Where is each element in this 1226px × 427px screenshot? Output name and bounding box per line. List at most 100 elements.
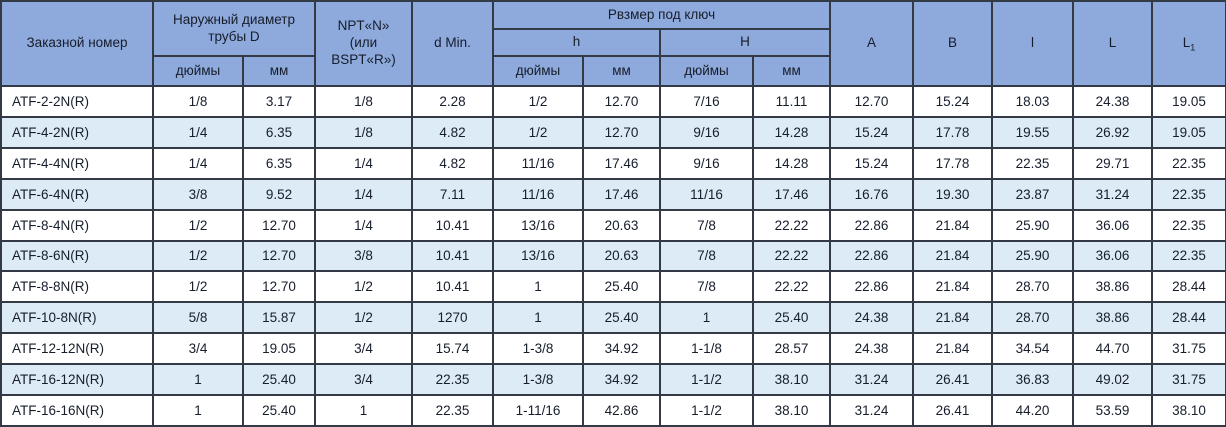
value-cell: 24.38 bbox=[1072, 85, 1154, 118]
order-number-cell: ATF-12-12N(R) bbox=[0, 332, 154, 366]
value-cell: 22.35 bbox=[411, 394, 494, 427]
value-cell: 1/4 bbox=[314, 208, 413, 242]
value-cell: 14.28 bbox=[751, 115, 832, 149]
value-cell: 1/4 bbox=[152, 115, 244, 149]
value-cell: 1/2 bbox=[314, 270, 413, 304]
value-cell: 10.41 bbox=[411, 270, 494, 304]
value-cell: 3/8 bbox=[152, 177, 244, 211]
col-header-h-mm: мм bbox=[582, 55, 661, 87]
col-header-d-inches: дюймы bbox=[152, 55, 244, 87]
value-cell: 23.87 bbox=[991, 177, 1075, 211]
value-cell: 7/16 bbox=[659, 85, 754, 118]
value-cell: 11.11 bbox=[751, 85, 832, 118]
col-header-h-inches: дюймы bbox=[492, 55, 584, 87]
value-cell: 4.82 bbox=[411, 146, 494, 180]
value-cell: 22.22 bbox=[751, 208, 832, 242]
value-cell: 31.24 bbox=[829, 394, 915, 427]
value-cell: 7.11 bbox=[411, 177, 494, 211]
value-cell: 24.38 bbox=[829, 332, 915, 366]
table-row: ATF-10-8N(R) 5/8 15.87 1/2 1270 1 25.40 1 25.40 2… bbox=[0, 301, 1226, 335]
value-cell: 1/4 bbox=[314, 177, 413, 211]
col-header-npt-bspt: NPT«N» (или BSPT«R») bbox=[314, 0, 413, 87]
value-cell: 21.84 bbox=[912, 332, 994, 366]
table-body: ATF-2-2N(R) 1/8 3.17 1/8 2.28 1/2 12.70 7/16 11.… bbox=[0, 85, 1226, 427]
value-cell: 9/16 bbox=[659, 146, 754, 180]
value-cell: 22.35 bbox=[1151, 146, 1226, 180]
value-cell: 4.82 bbox=[411, 115, 494, 149]
table-row: ATF-6-4N(R) 3/8 9.52 1/4 7.11 11/16 17.46 11/16… bbox=[0, 177, 1226, 211]
col-header-d-mm: мм bbox=[242, 55, 316, 87]
value-cell: 22.22 bbox=[751, 270, 832, 304]
value-cell: 36.83 bbox=[991, 363, 1075, 397]
value-cell: 25.40 bbox=[242, 394, 316, 427]
table-row: ATF-4-4N(R) 1/4 6.35 1/4 4.82 11/16 17.46 9/16 1… bbox=[0, 146, 1226, 180]
value-cell: 18.03 bbox=[991, 85, 1075, 118]
value-cell: 26.41 bbox=[912, 363, 994, 397]
value-cell: 22.86 bbox=[829, 208, 915, 242]
value-cell: 36.06 bbox=[1072, 239, 1154, 273]
value-cell: 1/2 bbox=[314, 301, 413, 335]
order-number-cell: ATF-4-4N(R) bbox=[0, 146, 154, 180]
value-cell: 22.22 bbox=[751, 239, 832, 273]
order-number-cell: ATF-8-6N(R) bbox=[0, 239, 154, 273]
value-cell: 22.86 bbox=[829, 270, 915, 304]
value-cell: 1 bbox=[152, 363, 244, 397]
value-cell: 38.86 bbox=[1072, 301, 1154, 335]
value-cell: 11/16 bbox=[492, 146, 584, 180]
value-cell: 38.10 bbox=[1151, 394, 1226, 427]
value-cell: 11/16 bbox=[659, 177, 754, 211]
col-header-d-min: d Min. bbox=[411, 0, 494, 87]
value-cell: 1/4 bbox=[152, 146, 244, 180]
value-cell: 38.86 bbox=[1072, 270, 1154, 304]
col-header-a: A bbox=[829, 0, 915, 87]
value-cell: 12.70 bbox=[582, 85, 661, 118]
value-cell: 1/8 bbox=[152, 85, 244, 118]
value-cell: 3/4 bbox=[152, 332, 244, 366]
value-cell: 12.70 bbox=[242, 239, 316, 273]
value-cell: 21.84 bbox=[912, 270, 994, 304]
table-row: ATF-8-6N(R) 1/2 12.70 3/8 10.41 13/16 20.63 7/8… bbox=[0, 239, 1226, 273]
value-cell: 20.63 bbox=[582, 208, 661, 242]
value-cell: 10.41 bbox=[411, 239, 494, 273]
order-number-cell: ATF-6-4N(R) bbox=[0, 177, 154, 211]
table-row: ATF-8-4N(R) 1/2 12.70 1/4 10.41 13/16 20.63 7/8… bbox=[0, 208, 1226, 242]
order-number-cell: ATF-8-4N(R) bbox=[0, 208, 154, 242]
value-cell: 17.78 bbox=[912, 146, 994, 180]
value-cell: 12.70 bbox=[242, 270, 316, 304]
value-cell: 22.35 bbox=[411, 363, 494, 397]
value-cell: 25.90 bbox=[991, 239, 1075, 273]
value-cell: 1/2 bbox=[492, 85, 584, 118]
value-cell: 1/4 bbox=[314, 146, 413, 180]
value-cell: 1/2 bbox=[492, 115, 584, 149]
value-cell: 1 bbox=[659, 301, 754, 335]
value-cell: 15.24 bbox=[829, 115, 915, 149]
value-cell: 44.70 bbox=[1072, 332, 1154, 366]
value-cell: 13/16 bbox=[492, 239, 584, 273]
value-cell: 38.10 bbox=[751, 363, 832, 397]
value-cell: 3/4 bbox=[314, 363, 413, 397]
value-cell: 29.71 bbox=[1072, 146, 1154, 180]
table-row: ATF-4-2N(R) 1/4 6.35 1/8 4.82 1/2 12.70 9/16 14.… bbox=[0, 115, 1226, 149]
value-cell: 16.76 bbox=[829, 177, 915, 211]
value-cell: 17.78 bbox=[912, 115, 994, 149]
value-cell: 22.35 bbox=[1151, 208, 1226, 242]
l1-base: L bbox=[1182, 35, 1191, 51]
value-cell: 15.24 bbox=[912, 85, 994, 118]
table-row: ATF-16-16N(R) 1 25.40 1 22.35 1-11/16 42.86 1-1… bbox=[0, 394, 1226, 427]
value-cell: 17.46 bbox=[582, 177, 661, 211]
order-number-cell: ATF-16-12N(R) bbox=[0, 363, 154, 397]
table-row: ATF-16-12N(R) 1 25.40 3/4 22.35 1-3/8 34.92 1-1… bbox=[0, 363, 1226, 397]
value-cell: 21.84 bbox=[912, 239, 994, 273]
value-cell: 53.59 bbox=[1072, 394, 1154, 427]
col-header-wrench-size: Рвзмер под ключ bbox=[491, 0, 832, 30]
value-cell: 6.35 bbox=[242, 115, 316, 149]
order-number-cell: ATF-4-2N(R) bbox=[0, 115, 154, 149]
table-row: ATF-12-12N(R) 3/4 19.05 3/4 15.74 1-3/8 34.92 1… bbox=[0, 332, 1226, 366]
value-cell: 7/8 bbox=[659, 270, 754, 304]
value-cell: 7/8 bbox=[659, 239, 754, 273]
value-cell: 25.40 bbox=[751, 301, 832, 335]
value-cell: 22.35 bbox=[1151, 239, 1226, 273]
value-cell: 31.75 bbox=[1151, 363, 1226, 397]
value-cell: 25.40 bbox=[242, 363, 316, 397]
